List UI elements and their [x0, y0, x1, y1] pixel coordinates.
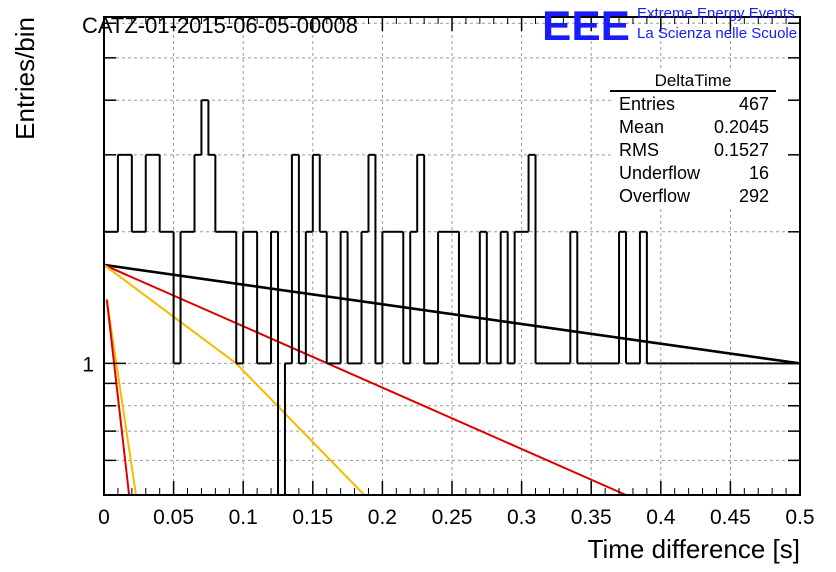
y-axis-label: Entries/bin [10, 17, 40, 140]
stats-row-value: 0.1527 [714, 140, 769, 160]
x-tick-label: 0.1 [229, 506, 258, 529]
x-tick-label: 0.5 [785, 506, 814, 529]
x-tick-label: 0.25 [432, 506, 473, 529]
stats-row-label: Underflow [619, 163, 701, 183]
stats-row-value: 467 [739, 94, 769, 114]
axis-ticks [103, 17, 801, 495]
fit-curve [105, 299, 131, 496]
stats-row-value: 0.2045 [714, 117, 769, 137]
x-tick-label: 0.45 [710, 506, 751, 529]
org-name-line1: Extreme Energy Events [637, 5, 795, 22]
fit-curve [105, 299, 137, 496]
stats-row-label: Overflow [619, 186, 691, 206]
x-tick-label: 0.35 [571, 506, 612, 529]
x-tick-label: 0.3 [507, 506, 536, 529]
stats-row-label: RMS [619, 140, 659, 160]
fit-curves [103, 263, 801, 496]
stats-row-value: 16 [749, 163, 769, 183]
stats-row-label: Mean [619, 117, 664, 137]
x-axis-label: Time difference [s] [588, 534, 800, 564]
histogram-series [104, 99, 800, 496]
x-tick-label: 0 [98, 506, 110, 529]
stats-box-title: DeltaTime [655, 71, 732, 90]
y-tick-labels: 1 [82, 353, 94, 376]
x-tick-label: 0.05 [153, 506, 194, 529]
y-tick-label: 1 [82, 353, 94, 376]
x-tick-label: 0.4 [646, 506, 676, 529]
org-name-line2: La Scienza nelle Scuole [637, 25, 797, 42]
fit-curve [103, 263, 801, 365]
fit-curve [103, 264, 366, 496]
stats-box: DeltaTime Entries 467 Mean 0.2045 RMS 0.1527 U… [610, 68, 788, 208]
stats-row-value: 292 [739, 186, 769, 206]
run-title: CATZ-01-2015-06-05-00008 [82, 13, 358, 38]
x-tick-label: 0.2 [368, 506, 397, 529]
x-tick-label: 0.15 [292, 506, 333, 529]
x-tick-labels: 0 0.05 0.1 0.15 0.2 0.25 0.3 0.35 0.4 0.45 0.5 [98, 506, 814, 529]
stats-row-label: Entries [619, 94, 675, 114]
eee-logo: EEE [542, 2, 630, 49]
fit-curve [103, 263, 627, 496]
